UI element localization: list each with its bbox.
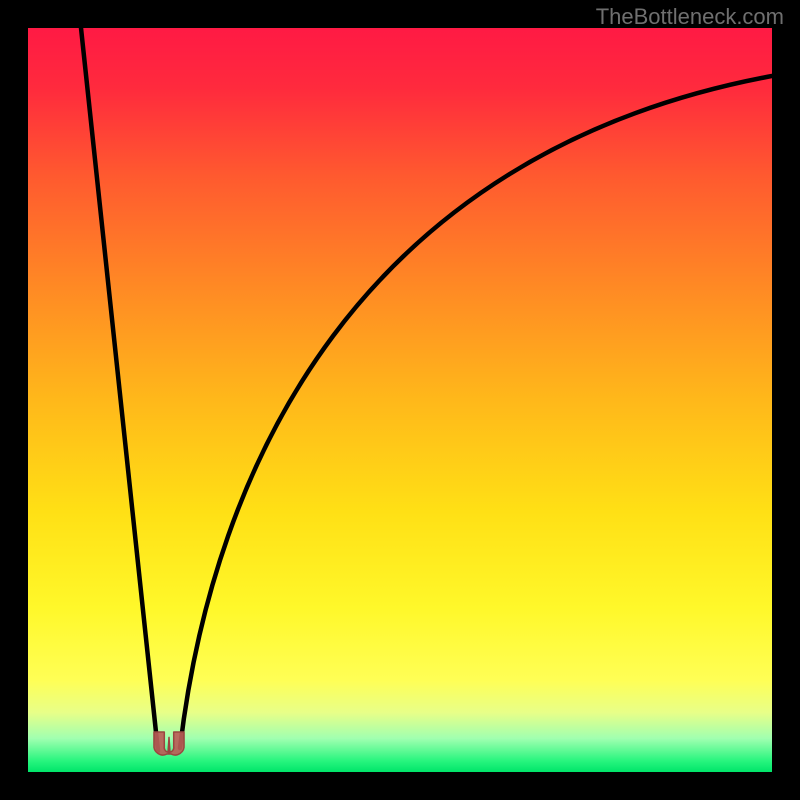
watermark-label: TheBottleneck.com xyxy=(596,4,784,29)
gradient-background xyxy=(28,28,772,772)
plot-area xyxy=(0,0,800,800)
chart-svg xyxy=(0,0,800,800)
watermark-text: TheBottleneck.com xyxy=(596,4,784,30)
